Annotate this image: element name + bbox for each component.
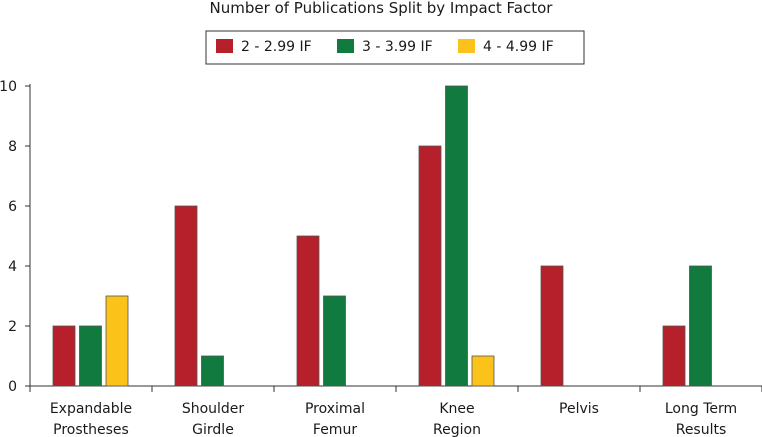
y-tick-label: 0 xyxy=(8,379,17,395)
y-tick-label: 10 xyxy=(0,79,17,95)
bar xyxy=(105,295,129,387)
category-label: Shoulder xyxy=(182,401,245,417)
bar xyxy=(174,205,198,387)
category-label: Prostheses xyxy=(53,422,129,437)
legend-swatch xyxy=(458,39,475,53)
y-tick-label: 2 xyxy=(8,319,17,335)
bar xyxy=(445,85,468,387)
legend-label: 3 - 3.99 IF xyxy=(362,39,433,55)
bar xyxy=(323,295,346,387)
y-tick-label: 8 xyxy=(8,139,17,155)
bar xyxy=(662,325,686,387)
category-label: Proximal xyxy=(305,401,365,417)
legend-label: 2 - 2.99 IF xyxy=(241,39,312,55)
legend-swatch xyxy=(216,39,233,53)
category-label: Expandable xyxy=(50,401,132,417)
legend: 2 - 2.99 IF 3 - 3.99 IF 4 - 4.99 IF xyxy=(216,39,554,55)
category-label: Results xyxy=(676,422,727,437)
x-axis: Expandable Prostheses Shoulder Girdle Proxim… xyxy=(29,385,762,437)
category-label: Knee xyxy=(439,401,474,417)
category-label: Femur xyxy=(313,422,357,437)
bar xyxy=(540,265,564,387)
bars xyxy=(52,85,712,387)
bar xyxy=(418,145,442,387)
y-tick-label: 4 xyxy=(8,259,17,275)
category-label: Girdle xyxy=(192,422,234,437)
bar xyxy=(79,325,102,387)
bar xyxy=(471,355,495,387)
category-label: Long Term xyxy=(665,401,737,417)
legend-label: 4 - 4.99 IF xyxy=(483,39,554,55)
bar xyxy=(52,325,76,387)
category-label: Region xyxy=(433,422,481,437)
bar xyxy=(201,355,224,387)
chart-title: Number of Publications Split by Impact F… xyxy=(210,0,554,17)
y-tick-label: 6 xyxy=(8,199,17,215)
legend-swatch xyxy=(337,39,354,53)
bar xyxy=(296,235,320,387)
bar xyxy=(689,265,712,387)
category-label: Pelvis xyxy=(559,401,599,417)
y-axis: 0 2 4 6 8 10 xyxy=(0,79,31,395)
legend-box xyxy=(205,30,585,65)
